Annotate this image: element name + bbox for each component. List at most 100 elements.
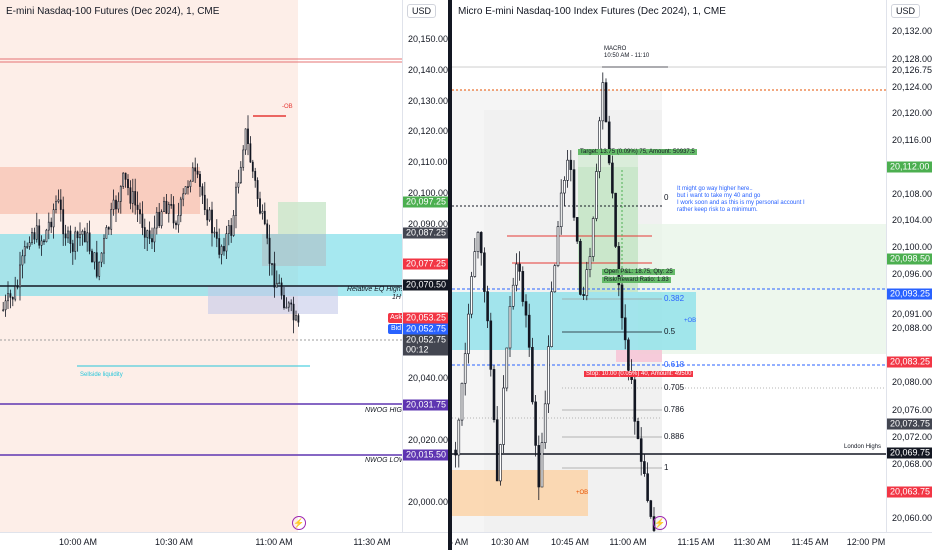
candle-body [14, 285, 17, 300]
left-price-axis[interactable]: USD 20,150.00 20,140.00 20,130.00 20,120… [402, 0, 448, 532]
candle-body [26, 246, 29, 248]
london-highs-label: London Highs [844, 444, 882, 450]
candle-body [79, 234, 81, 239]
green-zone [278, 202, 326, 234]
candle-body [131, 191, 134, 204]
candle-body [211, 209, 213, 234]
candle-body [244, 128, 247, 151]
candle-body [172, 204, 175, 224]
one-h-label: 1H [392, 294, 401, 301]
candle-body [141, 213, 144, 228]
fib-label-0618: 0.618 [664, 360, 685, 369]
right-chart-title: Micro E-mini Nasdaq-100 Index Futures (D… [458, 6, 726, 17]
right-time-axis[interactable]: 5 AM 10:30 AM 10:45 AM 11:00 AM 11:15 AM… [452, 532, 932, 550]
candle-body [569, 159, 573, 170]
left-time-axis[interactable]: 10:00 AM 10:30 AM 11:00 AM 11:30 AM [0, 532, 448, 550]
candle-body [19, 264, 21, 288]
candle-body [266, 223, 269, 239]
target-tag[interactable]: Target: 13.75 (0.09%) 75, Amount: 50937.… [578, 149, 697, 155]
candle-body [563, 179, 566, 194]
stop-price-badge: 20,083.25 [887, 356, 932, 368]
candle-body [527, 314, 531, 348]
currency-selector[interactable]: USD [407, 4, 437, 18]
candle-body [148, 230, 151, 239]
ask-price-badge: 20,053.25 [403, 312, 448, 324]
open-pnl-tag[interactable]: Open P&L: 18.75, Qty: 25 [602, 269, 675, 275]
candle-body [124, 172, 127, 180]
candle-body [460, 382, 464, 421]
risk-reward-tag[interactable]: Risk/Reward Ratio: 1.83 [602, 277, 671, 283]
candle-body [175, 222, 177, 226]
candle-body [649, 500, 653, 517]
candle-body [11, 297, 14, 300]
candle-body [136, 204, 139, 210]
candle-body [117, 201, 120, 210]
time-tick: 10:30 AM [490, 537, 530, 547]
lightning-icon[interactable]: ⚡ [653, 516, 667, 530]
left-chart-pane[interactable]: E-mini Nasdaq-100 Futures (Dec 2024), 1,… [0, 0, 448, 550]
right-candles-canvas[interactable] [452, 0, 886, 532]
macro-title: MACRO [604, 46, 627, 52]
currency-selector[interactable]: USD [891, 4, 921, 18]
candle-body [454, 449, 457, 456]
candle-body [604, 82, 608, 123]
right-price-axis[interactable]: USD 20,132.00 20,128.00 20,126.75 20,124… [886, 0, 932, 532]
candle-body [275, 282, 278, 288]
candle-body [524, 301, 528, 316]
candle-body [103, 238, 105, 254]
right-chart-pane[interactable]: Micro E-mini Nasdaq-100 Index Futures (D… [452, 0, 932, 550]
price-tick: 20,076.00 [892, 405, 932, 415]
candle-body [254, 170, 257, 181]
price-tick: 20,088.00 [892, 323, 932, 333]
candle-body [486, 291, 489, 322]
price-tick: 20,072.00 [892, 432, 932, 442]
dark-price-badge: 20,073.75 [887, 418, 932, 430]
candle-body [295, 315, 297, 321]
price-tick: 20,120.00 [892, 108, 932, 118]
time-tick: 12:00 PM [846, 537, 886, 547]
candle-body [88, 232, 91, 252]
candle-body [184, 186, 187, 195]
fib-label-1: 1 [664, 463, 669, 472]
ob-plus-label-2: +OB [576, 490, 589, 496]
fib-label-0: 0 [664, 193, 669, 202]
candle-body [623, 317, 627, 341]
candle-body [627, 339, 630, 372]
candle-body [278, 282, 281, 285]
stop-tag[interactable]: Stop: 10.00 (0.05%) 40, Amount: 49500 [584, 371, 694, 377]
pane-divider[interactable] [448, 0, 452, 550]
candle-body [521, 271, 525, 302]
candle-body [457, 419, 461, 456]
fib-label-0382: 0.382 [664, 294, 685, 303]
candle-body [470, 276, 473, 315]
candle-body [38, 225, 41, 246]
left-plot-area[interactable]: E-mini Nasdaq-100 Futures (Dec 2024), 1,… [0, 0, 407, 532]
price-tick: 20,128.00 [892, 54, 932, 64]
candle-body [287, 302, 290, 308]
left-candles-canvas[interactable] [0, 0, 402, 532]
candle-body [129, 187, 132, 204]
candle-body [467, 313, 470, 355]
candle-body [110, 209, 113, 230]
right-plot-area[interactable]: Micro E-mini Nasdaq-100 Index Futures (D… [452, 0, 886, 532]
candle-body [45, 229, 48, 243]
lightning-icon[interactable]: ⚡ [292, 516, 306, 530]
candle-body [153, 227, 156, 243]
candle-body [473, 251, 477, 277]
bullish-ob-zone [452, 470, 588, 516]
candle-body [9, 293, 12, 298]
candle-body [601, 82, 605, 122]
time-tick: 11:30 AM [733, 537, 771, 547]
candle-body [607, 121, 611, 164]
price-tick: 20,090.00 [408, 219, 448, 229]
candle-body [483, 252, 486, 292]
candle-body [259, 198, 261, 214]
price-tick: 20,096.00 [892, 269, 932, 279]
price-tick: 20,108.00 [892, 189, 932, 199]
candle-body [182, 193, 185, 200]
candle-body [598, 120, 601, 172]
candle-body [69, 230, 72, 244]
candle-body [105, 227, 108, 239]
neg-ob-label: -OB [282, 104, 293, 110]
candle-body [64, 233, 67, 239]
